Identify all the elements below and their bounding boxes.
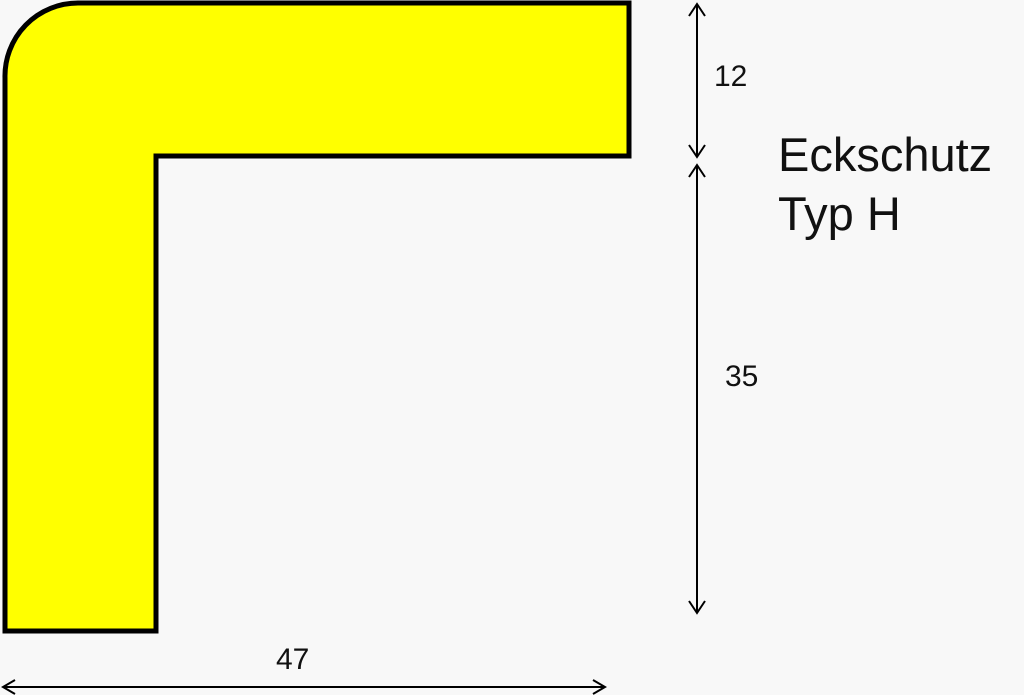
dimension-arrow-12 (688, 2, 706, 159)
dimension-label-thickness: 12 (714, 60, 748, 93)
title-line-1: Eckschutz (778, 128, 993, 181)
title-line-2: Typ H (778, 187, 901, 240)
dimension-label-leg-height: 35 (725, 360, 759, 393)
dimension-arrow-47 (1, 679, 607, 695)
dimension-label-width: 47 (276, 643, 310, 676)
corner-guard-profile (2, 0, 632, 634)
dimension-arrow-35 (688, 163, 706, 615)
